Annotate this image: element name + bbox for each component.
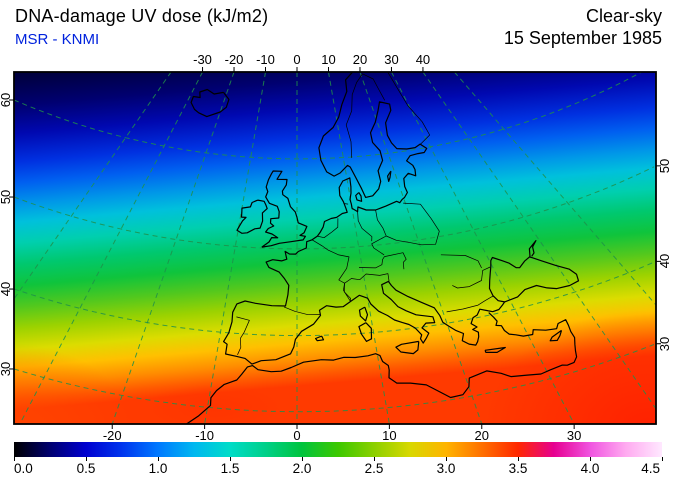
colorbar: [14, 442, 662, 457]
date-label: 15 September 1985: [503, 28, 662, 48]
page-title: DNA-damage UV dose (kJ/m2): [15, 6, 269, 26]
source-label: MSR - KNMI: [15, 31, 100, 48]
uv-hotspot: [483, 310, 656, 424]
uv-hotspot: [14, 343, 137, 424]
coastlines: [185, 72, 580, 424]
condition-label: Clear-sky: [585, 6, 662, 26]
uv-hotspot: [145, 384, 285, 424]
graticule: [14, 72, 656, 424]
map-frame: [13, 71, 657, 425]
